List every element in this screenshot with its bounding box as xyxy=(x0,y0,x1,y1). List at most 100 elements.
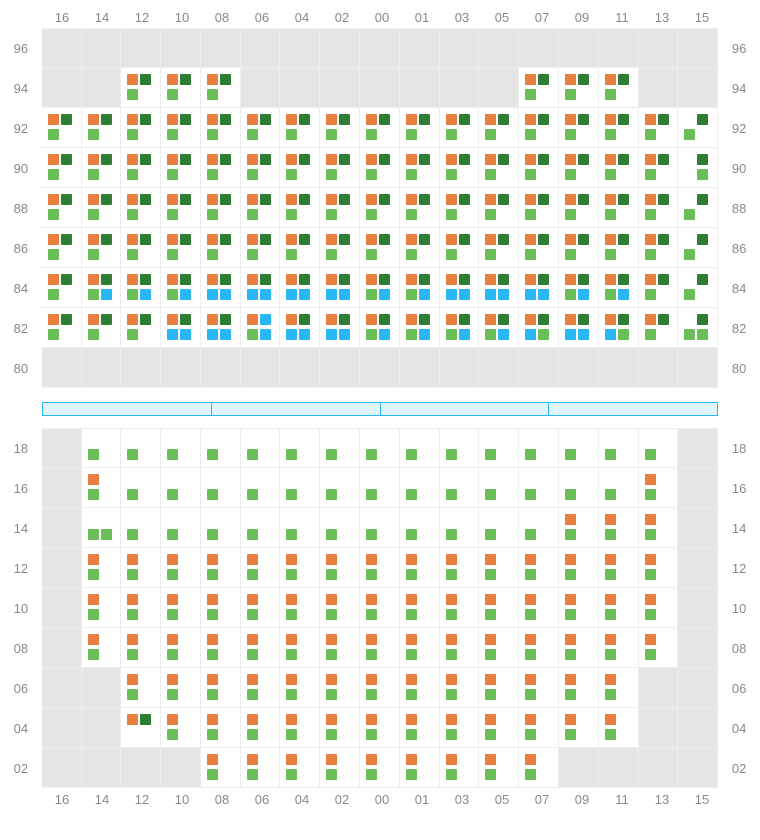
seat-d xyxy=(697,274,708,285)
cell xyxy=(82,148,122,188)
seat-x xyxy=(260,729,271,740)
seat-l xyxy=(286,769,297,780)
seat-d xyxy=(538,314,549,325)
seat-x xyxy=(498,569,509,580)
cell xyxy=(519,468,559,508)
seat-l xyxy=(167,609,178,620)
seat-d xyxy=(658,194,669,205)
seat-l xyxy=(565,289,576,300)
cell xyxy=(678,508,718,548)
cell xyxy=(599,428,639,468)
cell xyxy=(201,228,241,268)
seat-d xyxy=(459,194,470,205)
seat-x xyxy=(260,129,271,140)
grid-row: 8484 xyxy=(0,268,760,308)
seat-b xyxy=(220,289,231,300)
seat-l xyxy=(565,89,576,100)
seat-o xyxy=(645,474,656,485)
cell xyxy=(639,428,679,468)
seat-x xyxy=(379,729,390,740)
cell xyxy=(479,748,519,788)
seat-x xyxy=(140,554,151,565)
seat-l xyxy=(446,449,457,460)
seat-l xyxy=(88,129,99,140)
cell xyxy=(678,68,718,108)
cell xyxy=(639,348,679,388)
seat-o xyxy=(485,754,496,765)
seat-x xyxy=(459,754,470,765)
divider-segment xyxy=(43,403,212,415)
seat-x xyxy=(658,569,669,580)
seat-d xyxy=(61,114,72,125)
row-label: 18 xyxy=(718,441,760,456)
seat-l xyxy=(286,529,297,540)
cell xyxy=(121,628,161,668)
seat-x xyxy=(260,169,271,180)
col-label: 11 xyxy=(602,10,642,25)
seat-x xyxy=(498,634,509,645)
seat-x xyxy=(220,449,231,460)
seat-l xyxy=(406,289,417,300)
seat-o xyxy=(406,194,417,205)
seat-o xyxy=(207,74,218,85)
seat-x xyxy=(220,529,231,540)
seat-x xyxy=(538,209,549,220)
seat-x xyxy=(247,474,258,485)
seat-l xyxy=(645,329,656,340)
seat-x xyxy=(525,474,536,485)
seat-x xyxy=(339,169,350,180)
cell xyxy=(241,348,281,388)
seat-l xyxy=(446,329,457,340)
seat-o xyxy=(247,234,258,245)
seat-d xyxy=(180,314,191,325)
seat-x xyxy=(406,435,417,446)
row-label: 04 xyxy=(718,721,760,736)
seat-l xyxy=(127,289,138,300)
seat-x xyxy=(180,674,191,685)
seat-d xyxy=(419,274,430,285)
seat-l xyxy=(127,449,138,460)
grid-row: 8888 xyxy=(0,188,760,228)
cell xyxy=(519,108,559,148)
seat-d xyxy=(180,74,191,85)
cell xyxy=(360,588,400,628)
seat-o xyxy=(525,234,536,245)
cell xyxy=(320,148,360,188)
cell xyxy=(201,548,241,588)
cell xyxy=(42,588,82,628)
seat-x xyxy=(220,554,231,565)
seat-l xyxy=(207,209,218,220)
cell xyxy=(201,588,241,628)
cell xyxy=(400,348,440,388)
seat-x xyxy=(127,729,138,740)
seat-o xyxy=(88,474,99,485)
seat-o xyxy=(565,674,576,685)
row-label: 84 xyxy=(718,281,760,296)
seat-x xyxy=(578,435,589,446)
seat-d xyxy=(618,274,629,285)
seat-l xyxy=(525,729,536,740)
seat-x xyxy=(339,569,350,580)
cell xyxy=(280,148,320,188)
seat-l xyxy=(697,329,708,340)
seat-l xyxy=(565,529,576,540)
seat-l xyxy=(207,689,218,700)
seat-d xyxy=(220,194,231,205)
cell xyxy=(639,548,679,588)
seat-d xyxy=(538,194,549,205)
cell xyxy=(280,308,320,348)
seat-l xyxy=(88,489,99,500)
seat-o xyxy=(167,714,178,725)
seat-d xyxy=(498,274,509,285)
seat-l xyxy=(167,209,178,220)
col-label: 10 xyxy=(162,10,202,25)
seat-x xyxy=(140,489,151,500)
row-label: 14 xyxy=(0,521,42,536)
seat-d xyxy=(498,234,509,245)
cell xyxy=(479,28,519,68)
seat-o xyxy=(366,714,377,725)
cell xyxy=(121,548,161,588)
seat-d xyxy=(618,114,629,125)
seat-d xyxy=(61,314,72,325)
seat-o xyxy=(167,74,178,85)
